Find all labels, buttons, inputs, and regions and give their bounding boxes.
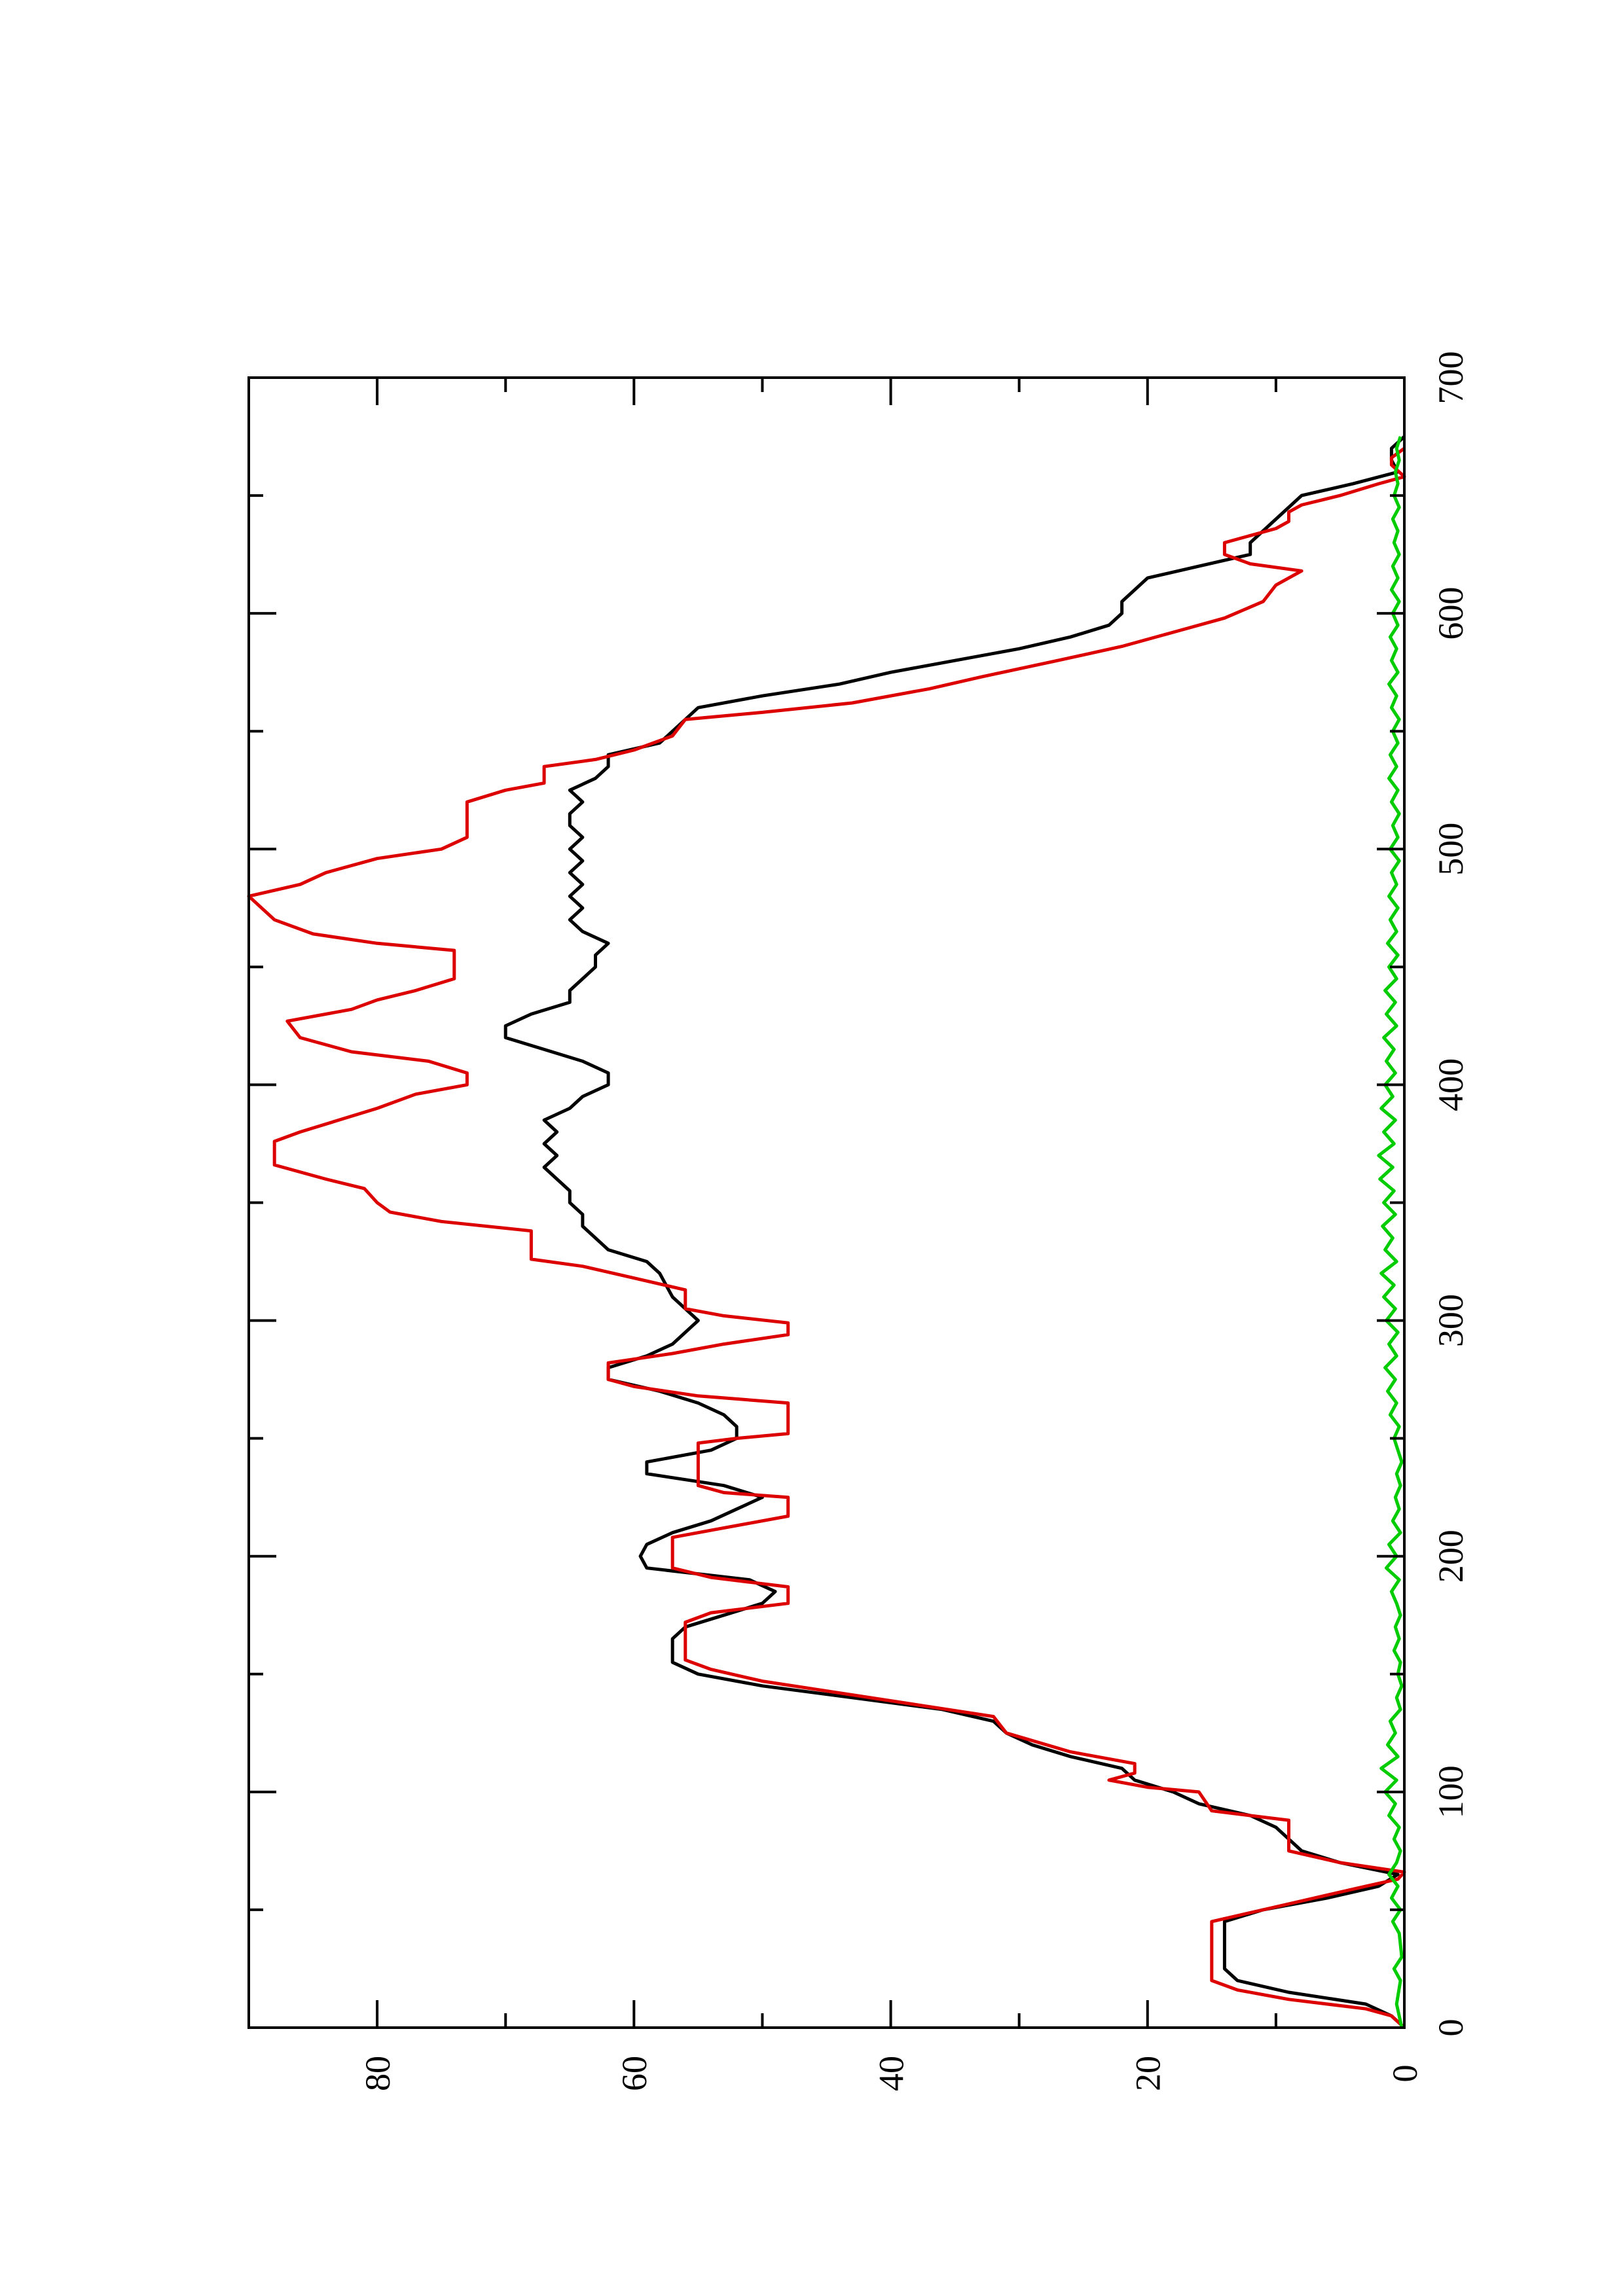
y-tick-label: 20 — [1129, 2056, 1168, 2091]
series-line-2 — [1377, 436, 1404, 2028]
y-tick-label: 60 — [615, 2056, 654, 2091]
plot-frame — [247, 376, 1406, 2029]
series-line-0 — [503, 435, 1406, 2029]
x-tick-label: 400 — [1431, 1058, 1470, 1111]
x-tick-label: 500 — [1431, 823, 1470, 876]
x-tick-label: 600 — [1431, 587, 1470, 640]
y-tick-label: 40 — [871, 2056, 911, 2091]
x-tick-label: 700 — [1431, 351, 1470, 404]
x-tick-label: 300 — [1431, 1294, 1470, 1347]
series-line-1 — [247, 446, 1406, 2029]
x-tick-label: 100 — [1431, 1765, 1470, 1818]
y-tick-label: 0 — [1385, 2065, 1425, 2083]
plot-area — [247, 435, 1406, 2029]
x-tick-label: 0 — [1431, 2019, 1470, 2037]
y-tick-label: 80 — [358, 2056, 397, 2091]
axes: 0 100 200 300 400 500 600 700 0 20 40 60 80 — [247, 351, 1470, 2091]
x-tick-label: 200 — [1431, 1530, 1470, 1583]
